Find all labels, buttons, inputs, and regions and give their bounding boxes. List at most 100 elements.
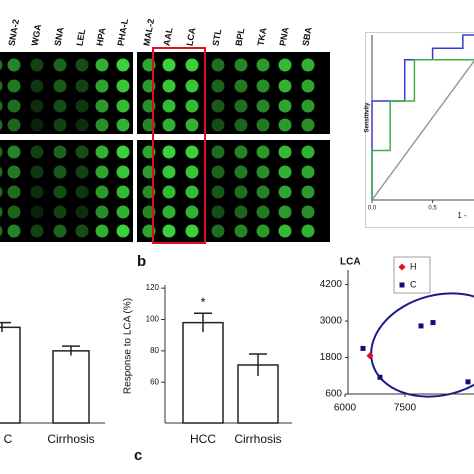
- array-spot: [162, 79, 176, 93]
- array-spot: [7, 58, 21, 72]
- lectin-label: PHA-L: [115, 17, 130, 46]
- x-tick-label: Cirrhosis: [234, 432, 281, 446]
- array-spot: [30, 185, 44, 199]
- array-spot: [211, 118, 225, 132]
- array-spot: [75, 205, 89, 219]
- array-spot: [278, 58, 292, 72]
- array-spot: [211, 58, 225, 72]
- array-spot: [30, 79, 44, 93]
- array-spot: [7, 99, 21, 113]
- y-axis-label: Sensitivity: [365, 102, 371, 133]
- lectin-label: LCA: [184, 26, 197, 46]
- lectin-label: PNA: [277, 26, 290, 47]
- array-spots: [0, 58, 315, 238]
- array-spot: [53, 99, 67, 113]
- array-spot: [185, 79, 199, 93]
- array-spot: [256, 185, 270, 199]
- bar: [182, 321, 224, 424]
- array-spot: [75, 99, 89, 113]
- array-spot: [0, 80, 3, 92]
- array-spot: [75, 79, 89, 93]
- array-spot: [162, 224, 176, 238]
- array-spot: [53, 165, 67, 179]
- array-spot: [30, 118, 44, 132]
- array-spot: [256, 165, 270, 179]
- array-block: [0, 140, 133, 242]
- array-spot: [53, 118, 67, 132]
- array-spot: [53, 205, 67, 219]
- array-spot: [234, 118, 248, 132]
- array-spot: [0, 59, 3, 71]
- array-spot: [162, 185, 176, 199]
- legend-label: H: [410, 261, 417, 271]
- x-tick-label: HCC: [190, 432, 216, 446]
- highlight-box: [152, 47, 206, 244]
- array-spot: [95, 58, 109, 72]
- array-spot: [0, 119, 3, 131]
- array-spot: [95, 118, 109, 132]
- array-spot: [7, 185, 21, 199]
- array-spot: [95, 79, 109, 93]
- y-tick-label: 60: [150, 377, 159, 386]
- array-spot: [256, 205, 270, 219]
- array-spot: [7, 224, 21, 238]
- array-spot: [116, 99, 130, 113]
- array-spot: [278, 99, 292, 113]
- array-spot: [211, 99, 225, 113]
- array-spot: [7, 165, 21, 179]
- roc-curve: [371, 59, 474, 201]
- array-spot: [0, 166, 3, 178]
- significance-mark: *: [200, 295, 205, 310]
- array-spot: [7, 145, 21, 159]
- array-spot: [185, 58, 199, 72]
- array-spot: [185, 118, 199, 132]
- array-spot: [185, 224, 199, 238]
- array-spot: [53, 58, 67, 72]
- array-spot: [53, 185, 67, 199]
- array-spot: [301, 118, 315, 132]
- scatter-point: [465, 379, 471, 385]
- array-spot: [116, 118, 130, 132]
- array-spot: [256, 79, 270, 93]
- lectin-label: HPA: [94, 26, 107, 46]
- array-spot: [95, 224, 109, 238]
- array-spot: [75, 118, 89, 132]
- array-spot: [162, 99, 176, 113]
- array-spot: [301, 79, 315, 93]
- scatter-point: [360, 345, 366, 351]
- array-spot: [116, 79, 130, 93]
- array-spot: [278, 118, 292, 132]
- array-spot: [75, 224, 89, 238]
- array-spot: [301, 99, 315, 113]
- array-spot: [30, 99, 44, 113]
- array-spot: [0, 100, 3, 112]
- array-spot: [116, 205, 130, 219]
- lectin-label: STL: [210, 28, 223, 47]
- array-spot: [234, 224, 248, 238]
- array-spot: [234, 185, 248, 199]
- scatter-point: [377, 374, 383, 380]
- array-spot: [7, 79, 21, 93]
- array-spot: [53, 224, 67, 238]
- legend-marker: [399, 282, 405, 288]
- array-spot: [256, 99, 270, 113]
- array-spot: [234, 205, 248, 219]
- array-spot: [256, 118, 270, 132]
- array-spot: [256, 145, 270, 159]
- lectin-label: SNA-2: [6, 18, 21, 46]
- panel-label: c: [134, 447, 142, 464]
- array-spot: [30, 145, 44, 159]
- array-spot: [278, 185, 292, 199]
- legend-label: C: [410, 279, 417, 289]
- array-spot: [185, 99, 199, 113]
- array-spot: [0, 146, 3, 158]
- x-tick-label: C: [4, 432, 13, 446]
- array-spot: [0, 206, 3, 218]
- array-spot: [301, 205, 315, 219]
- array-spot: [301, 224, 315, 238]
- y-tick-label: 600: [325, 389, 342, 400]
- array-spot: [116, 145, 130, 159]
- x-tick-label: 7500: [394, 403, 417, 414]
- array-spot: [211, 205, 225, 219]
- array-spot: [0, 186, 3, 198]
